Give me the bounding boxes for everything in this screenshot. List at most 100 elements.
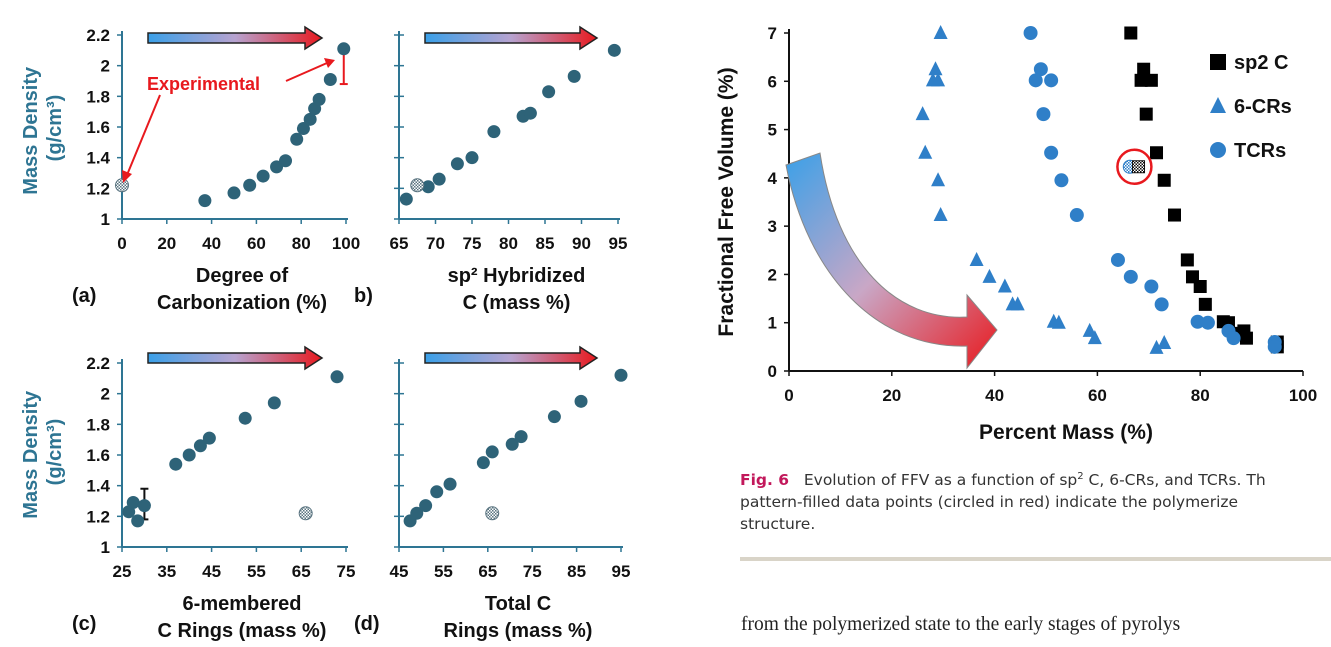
experimental-arrowhead-left (122, 170, 132, 183)
x-tick-label: 0 (784, 386, 793, 405)
data-point (614, 368, 628, 382)
x-tick-label: 80 (292, 234, 311, 253)
x-tick-label: 0 (117, 234, 126, 253)
tcr-point (1044, 145, 1059, 160)
tcr-point (1023, 26, 1038, 40)
x-axis-label: C Rings (mass %) (158, 620, 327, 642)
six-cr-point (1051, 314, 1066, 329)
data-point (514, 430, 528, 444)
data-point (238, 411, 252, 425)
x-tick-label: 40 (985, 386, 1004, 405)
six-cr-point (1010, 296, 1025, 311)
caption-text-2: C, 6-CRs, and TCRs. Th (1083, 471, 1266, 490)
data-point (567, 69, 581, 83)
data-point (296, 122, 310, 136)
tcr-point (1200, 315, 1215, 330)
tcr-point (1144, 279, 1159, 294)
data-point (410, 506, 424, 520)
data-point (303, 112, 317, 126)
data-point (243, 178, 257, 192)
y-tick-label: 5 (768, 121, 777, 140)
y-tick-label: 1 (768, 314, 777, 333)
caption-line-2: pattern-filled data points (circled in r… (740, 493, 1239, 512)
y-tick-label: 1.6 (86, 446, 110, 465)
data-point (169, 457, 183, 471)
x-tick-label: 95 (609, 234, 628, 253)
sp2-c-point (1134, 73, 1148, 87)
data-point (421, 180, 435, 194)
panel-b-sp2-hybridized: 65 70 75 80 85 90 95 sp² Hybridized C (mass %) (390, 31, 628, 314)
data-point (432, 172, 446, 186)
sp2-c-point (1139, 107, 1153, 121)
legend-marker-tcrs (1210, 142, 1226, 158)
caption-divider (740, 557, 1331, 561)
y-tick-label: 4 (768, 169, 778, 188)
x-axis-label: Degree of (196, 265, 289, 287)
y-tick-label: 1.8 (86, 415, 110, 434)
x-axis-label: Total C (485, 593, 551, 615)
six-cr-point (931, 72, 946, 87)
x-tick-label: 100 (332, 234, 360, 253)
six-cr-point (931, 172, 946, 187)
patterned-data-point (1132, 160, 1146, 174)
y-tick-label: 1.6 (86, 118, 110, 137)
panel-label-d: (d) (354, 613, 380, 635)
data-point (399, 192, 413, 206)
y-tick-label: 2 (101, 57, 110, 76)
tcr-point (1190, 314, 1205, 329)
x-tick-label: 100 (1289, 386, 1317, 405)
panel-label-b: b) (354, 285, 373, 307)
gradient-arrow-a (147, 25, 324, 51)
experimental-annotation: Experimental (122, 58, 335, 183)
legend-label: sp2 C (1234, 52, 1288, 74)
ffv-curved-arrow (785, 152, 998, 370)
y-tick-label: 7 (768, 24, 777, 43)
y-tick-label: 2 (101, 385, 110, 404)
data-point (193, 439, 207, 453)
x-tick-label: 20 (882, 386, 901, 405)
tcr-point (1069, 208, 1084, 223)
data-point (202, 431, 216, 445)
x-tick-label: 70 (426, 234, 445, 253)
x-tick-label: 65 (390, 234, 409, 253)
x-tick-label: 40 (202, 234, 221, 253)
data-point (523, 106, 537, 120)
legend-marker-6crs (1210, 97, 1226, 113)
x-tick-label: 65 (478, 562, 497, 581)
x-tick-label: 35 (157, 562, 176, 581)
figure-caption: Fig. 6 Evolution of FFV as a function of… (740, 466, 1331, 535)
six-cr-point (969, 251, 984, 266)
x-tick-label: 85 (567, 562, 586, 581)
data-point (330, 370, 344, 384)
x-tick-label: 60 (247, 234, 266, 253)
data-point (487, 125, 501, 139)
tcr-point (1226, 331, 1241, 346)
six-cr-point (928, 61, 943, 76)
x-tick-label: 20 (157, 234, 176, 253)
x-tick-label: 45 (202, 562, 221, 581)
x-axis-label: sp² Hybridized (448, 265, 586, 287)
y-axis-label: Fractional Free Volume (%) (715, 67, 738, 336)
x-axis-label: Rings (mass %) (444, 620, 593, 642)
data-point (542, 85, 556, 99)
data-point (485, 445, 499, 459)
x-tick-label: 45 (390, 562, 409, 581)
x-tick-label: 75 (523, 562, 542, 581)
six-cr-point (1087, 330, 1102, 345)
panel-a-degree-of-carbonization: 0 20 40 60 80 100 1 1.2 1.4 1.6 1.8 2 2.2 Degree of Ca… (86, 26, 360, 314)
y-tick-label: 1 (101, 210, 110, 229)
tcr-point (1054, 173, 1069, 188)
x-tick-label: 55 (434, 562, 453, 581)
six-cr-point (982, 268, 997, 283)
patterned-data-point (115, 178, 129, 193)
data-point (450, 157, 464, 171)
tcr-point (1267, 339, 1282, 354)
data-point (443, 477, 457, 491)
patterned-data-point (410, 178, 425, 193)
sp2-c-point (1144, 73, 1158, 87)
x-axis-label: Percent Mass (%) (979, 421, 1153, 444)
data-point (505, 437, 519, 451)
left-ylabel-bottom: Mass Density (g/cm³) (20, 385, 66, 518)
six-cr-point (933, 25, 948, 39)
